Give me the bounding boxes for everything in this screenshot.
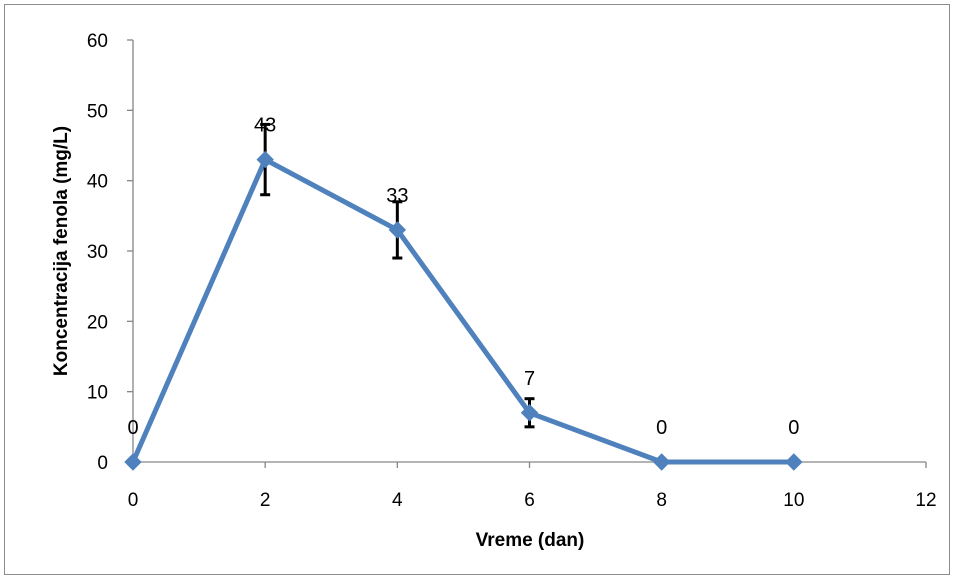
data-markers bbox=[124, 150, 803, 471]
x-axis-title: Vreme (dan) bbox=[476, 530, 585, 551]
chart-frame bbox=[4, 4, 950, 575]
tick-labels: 0 10 20 30 40 50 60 0 2 4 6 8 10 12 bbox=[87, 31, 937, 511]
data-label: 0 bbox=[656, 417, 667, 439]
x-tick-label: 2 bbox=[260, 490, 271, 511]
data-point-marker bbox=[652, 453, 671, 471]
data-point-marker bbox=[124, 453, 142, 471]
error-bars bbox=[260, 122, 535, 429]
x-tick-label: 4 bbox=[392, 490, 403, 511]
y-tick-label: 60 bbox=[87, 31, 108, 52]
data-point-marker bbox=[785, 453, 803, 471]
series-line-path bbox=[130, 157, 794, 465]
x-tick-label: 6 bbox=[524, 490, 535, 511]
y-tick-label: 30 bbox=[87, 242, 108, 263]
data-point-marker bbox=[256, 150, 274, 169]
data-label: 33 bbox=[386, 185, 408, 207]
data-point-marker bbox=[388, 221, 407, 239]
data-label: 43 bbox=[254, 115, 276, 137]
data-label: 0 bbox=[788, 417, 799, 439]
y-tick-label: 0 bbox=[97, 453, 108, 474]
data-point-marker bbox=[520, 404, 539, 422]
x-tick-label: 12 bbox=[915, 490, 936, 511]
y-tick-label: 10 bbox=[87, 383, 108, 404]
y-tick-label: 50 bbox=[87, 101, 108, 122]
data-label: 0 bbox=[127, 417, 138, 439]
x-tick-label: 8 bbox=[656, 490, 667, 511]
x-tick-label: 0 bbox=[128, 490, 139, 511]
axes bbox=[127, 39, 927, 468]
x-tick-label: 10 bbox=[783, 490, 804, 511]
data-label: 7 bbox=[524, 368, 535, 390]
y-axis-title: Koncentracija fenola (mg/L) bbox=[51, 126, 72, 376]
y-tick-label: 40 bbox=[87, 172, 108, 193]
series-line bbox=[130, 157, 794, 465]
y-tick-label: 20 bbox=[87, 312, 108, 333]
data-labels: 0 43 33 7 0 0 bbox=[127, 115, 799, 439]
